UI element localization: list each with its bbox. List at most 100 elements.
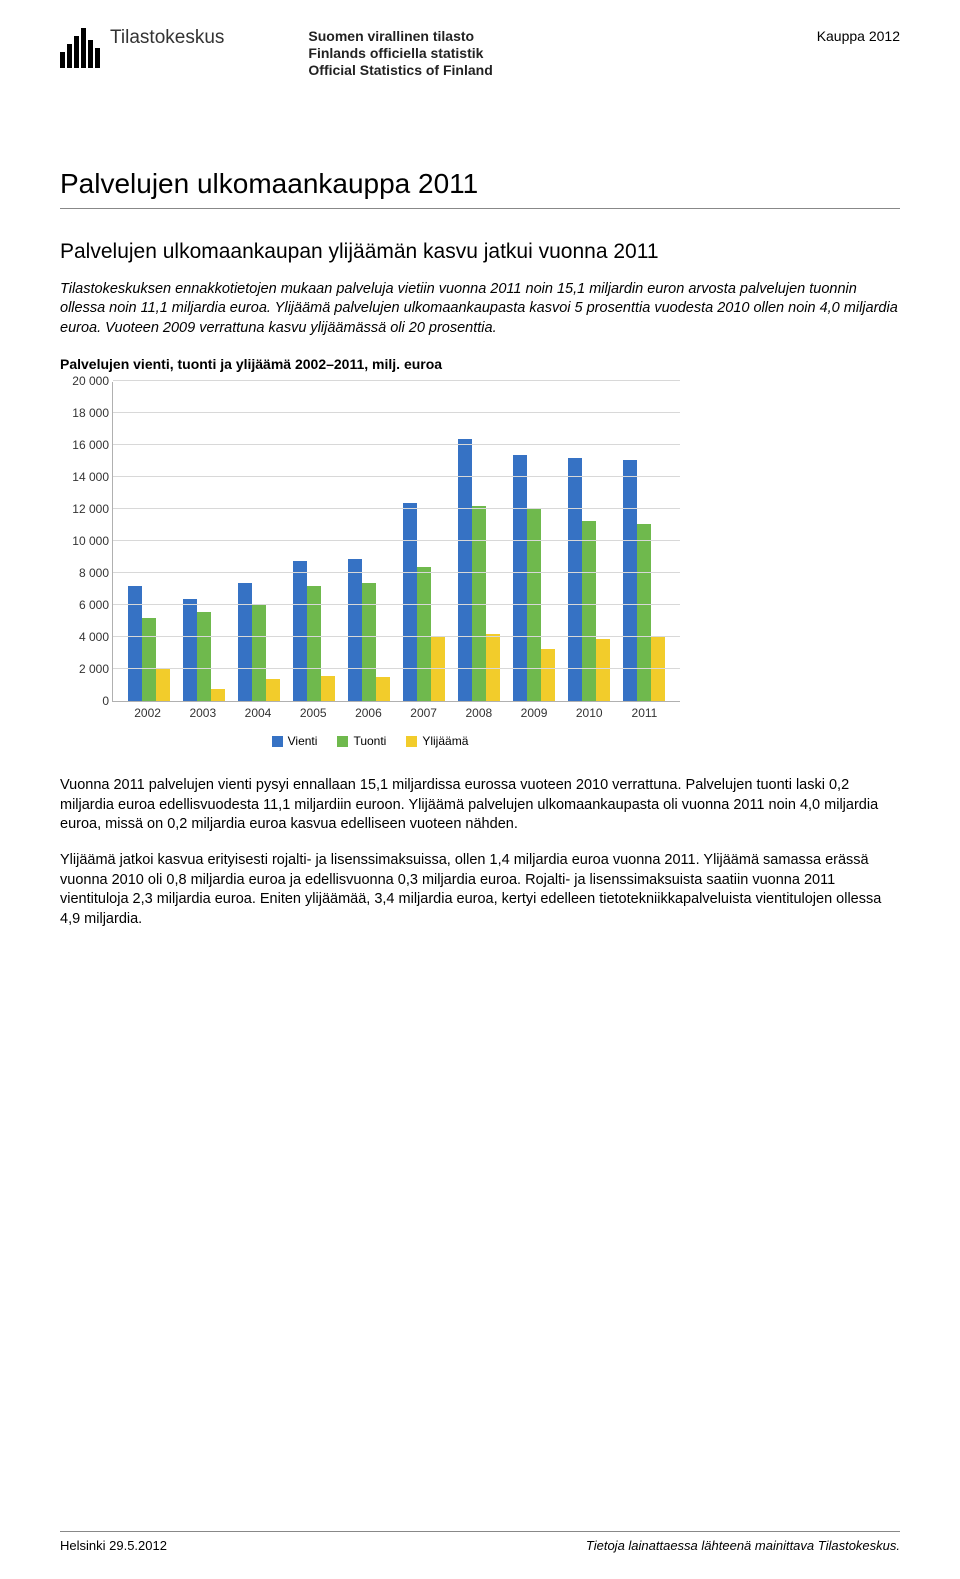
footer-citation: Tietoja lainattaessa lähteenä mainittava… xyxy=(586,1538,900,1553)
chart-y-tick-label: 16 000 xyxy=(61,438,109,452)
chart-x-tick-label: 2006 xyxy=(341,706,396,720)
chart-bar xyxy=(541,649,555,702)
chart-bar xyxy=(362,583,376,701)
chart-bar xyxy=(183,599,197,701)
chart-bar xyxy=(197,612,211,702)
chart-x-tick-label: 2003 xyxy=(175,706,230,720)
chart-bar xyxy=(637,524,651,702)
chart-x-tick-label: 2002 xyxy=(120,706,175,720)
chart-bar-group xyxy=(231,382,286,701)
body-paragraph-2: Ylijäämä jatkoi kasvua erityisesti rojal… xyxy=(60,851,900,929)
chart-bar xyxy=(568,458,582,701)
chart-bar xyxy=(348,559,362,701)
chart-bar xyxy=(376,677,390,701)
chart-gridline xyxy=(113,604,680,605)
org-name: Tilastokeskus xyxy=(110,28,224,49)
chart-bar xyxy=(293,561,307,702)
chart-gridline xyxy=(113,636,680,637)
chart-y-tick-label: 10 000 xyxy=(61,534,109,548)
page-header: Tilastokeskus Suomen virallinen tilasto … xyxy=(60,28,900,78)
chart-bar-group xyxy=(507,382,562,701)
chart-bar xyxy=(582,521,596,702)
chart-bar xyxy=(431,637,445,701)
divider xyxy=(60,208,900,209)
chart-bar xyxy=(266,679,280,701)
chart-gridline xyxy=(113,476,680,477)
chart-bar xyxy=(651,637,665,701)
chart-legend-label: Tuonti xyxy=(353,734,386,748)
category-label: Kauppa 2012 xyxy=(817,28,900,44)
chart-y-tick-label: 6 000 xyxy=(61,598,109,612)
chart-y-tick-label: 2 000 xyxy=(61,662,109,676)
logo-block: Tilastokeskus xyxy=(60,28,224,68)
chart-y-tick-label: 20 000 xyxy=(61,374,109,388)
chart-gridline xyxy=(113,572,680,573)
tilastokeskus-logo-icon xyxy=(60,28,100,68)
chart-plot-area: 02 0004 0006 0008 00010 00012 00014 0001… xyxy=(112,382,680,702)
chart-bar-group xyxy=(286,382,341,701)
stat-line-fi: Suomen virallinen tilasto xyxy=(308,28,492,45)
chart-y-tick-label: 12 000 xyxy=(61,502,109,516)
chart-bar xyxy=(238,583,252,701)
chart-legend-swatch xyxy=(272,736,283,747)
chart-bar-group xyxy=(396,382,451,701)
chart-x-tick-label: 2005 xyxy=(286,706,341,720)
chart-y-tick-label: 0 xyxy=(61,694,109,708)
chart-legend-swatch xyxy=(337,736,348,747)
chart-x-tick-label: 2008 xyxy=(451,706,506,720)
chart-title: Palvelujen vienti, tuonti ja ylijäämä 20… xyxy=(60,356,900,372)
chart-bar xyxy=(417,567,431,701)
official-statistics-block: Suomen virallinen tilasto Finlands offic… xyxy=(308,28,492,78)
chart-x-tick-label: 2011 xyxy=(617,706,672,720)
chart-x-tick-label: 2004 xyxy=(230,706,285,720)
footer-date: Helsinki 29.5.2012 xyxy=(60,1538,167,1553)
chart-x-tick-label: 2010 xyxy=(562,706,617,720)
chart-gridline xyxy=(113,508,680,509)
chart-gridline xyxy=(113,380,680,381)
chart-y-tick-label: 18 000 xyxy=(61,406,109,420)
page-title: Palvelujen ulkomaankauppa 2011 xyxy=(60,168,900,200)
chart-gridline xyxy=(113,412,680,413)
chart-bar xyxy=(321,676,335,702)
chart-bar xyxy=(252,605,266,701)
chart-legend: Vienti Tuonti Ylijäämä xyxy=(60,734,680,748)
chart-bar xyxy=(623,460,637,702)
chart-bar-group xyxy=(562,382,617,701)
chart-bar xyxy=(458,439,472,701)
chart-legend-item: Tuonti xyxy=(337,734,386,748)
chart-bar xyxy=(156,669,170,701)
chart-y-tick-label: 8 000 xyxy=(61,566,109,580)
chart-legend-item: Vienti xyxy=(272,734,318,748)
footer-divider xyxy=(60,1531,900,1532)
chart-bar-group xyxy=(617,382,672,701)
chart-bar-group xyxy=(341,382,396,701)
chart-bar xyxy=(403,503,417,701)
stat-line-sv: Finlands officiella statistik xyxy=(308,45,492,62)
body-paragraph-1: Vuonna 2011 palvelujen vienti pysyi enna… xyxy=(60,776,900,835)
chart-y-tick-label: 4 000 xyxy=(61,630,109,644)
chart-gridline xyxy=(113,668,680,669)
chart-bar-group xyxy=(176,382,231,701)
stat-line-en: Official Statistics of Finland xyxy=(308,62,492,79)
page-footer: Helsinki 29.5.2012 Tietoja lainattaessa … xyxy=(60,1531,900,1553)
chart-legend-item: Ylijäämä xyxy=(406,734,468,748)
chart-bar xyxy=(211,689,225,702)
chart-x-axis-labels: 2002200320042005200620072008200920102011 xyxy=(112,702,680,720)
chart-legend-swatch xyxy=(406,736,417,747)
chart-bar-group xyxy=(452,382,507,701)
chart-gridline xyxy=(113,444,680,445)
chart-x-tick-label: 2007 xyxy=(396,706,451,720)
section-title: Palvelujen ulkomaankaupan ylijäämän kasv… xyxy=(60,239,900,265)
bar-chart: 0 2 000 4 000 6 000 8 000 10 000 12 000 14 000 1… xyxy=(60,382,680,748)
chart-legend-label: Ylijäämä xyxy=(422,734,468,748)
chart-bars-container xyxy=(113,382,680,701)
chart-bar xyxy=(142,618,156,701)
intro-paragraph: Tilastokeskuksen ennakkotietojen mukaan … xyxy=(60,280,900,339)
chart-x-tick-label: 2009 xyxy=(506,706,561,720)
chart-bar xyxy=(513,455,527,701)
chart-gridline xyxy=(113,540,680,541)
chart-bar xyxy=(596,639,610,701)
chart-legend-label: Vienti xyxy=(288,734,318,748)
chart-bar-group xyxy=(121,382,176,701)
chart-y-tick-label: 14 000 xyxy=(61,470,109,484)
